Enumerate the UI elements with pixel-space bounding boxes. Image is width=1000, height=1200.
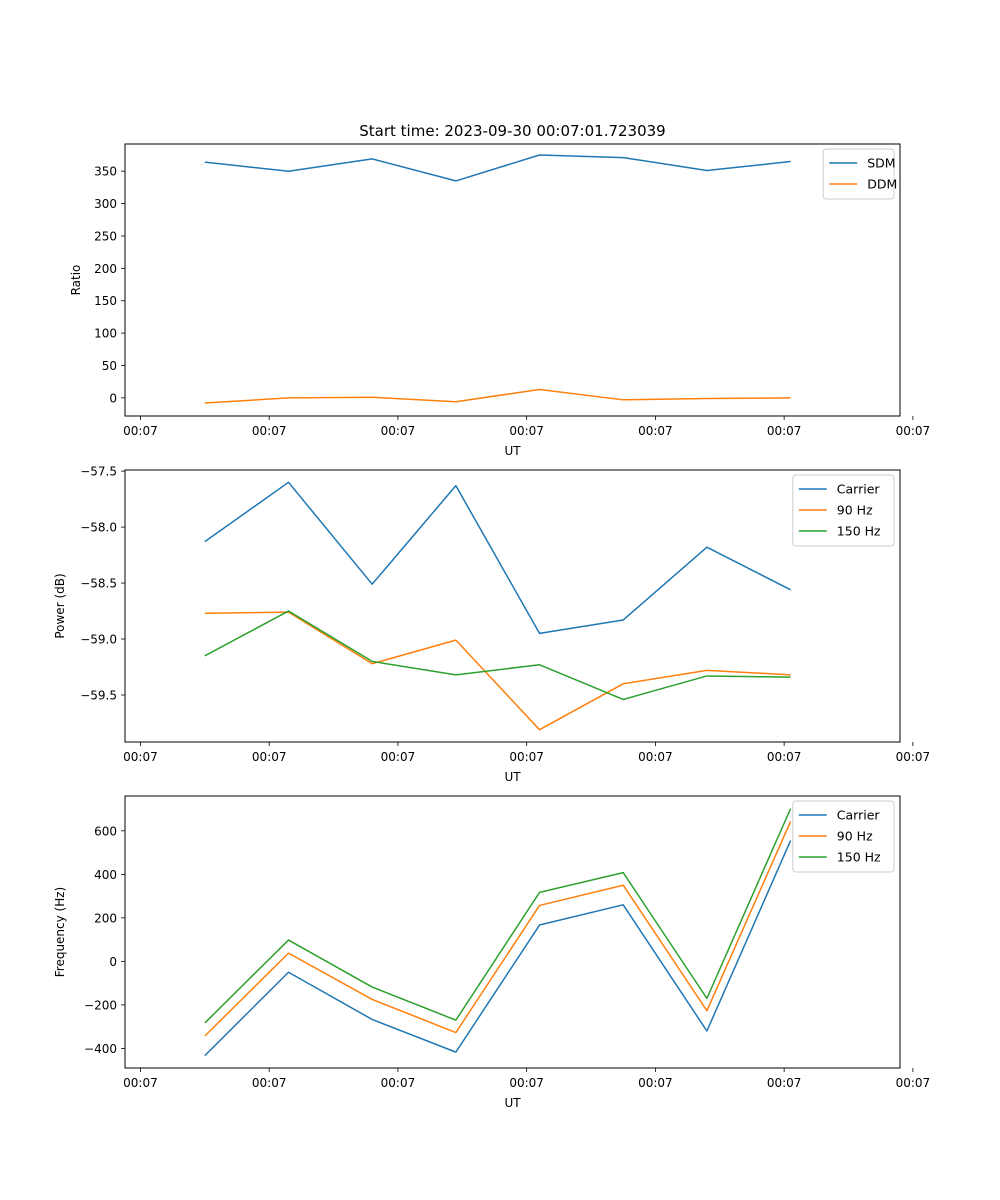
series-line-carrier xyxy=(204,840,792,1057)
legend: SDM DDM xyxy=(822,148,897,200)
y-tick-label: 0 xyxy=(109,391,117,405)
y-tick-label: 0 xyxy=(109,955,117,969)
y-tick-label: −59.0 xyxy=(80,633,117,647)
subplots: 00:0700:0700:0700:0700:0700:0700:0700:08… xyxy=(53,143,931,1110)
figure-title: Start time: 2023-09-30 00:07:01.723039 xyxy=(359,122,665,140)
legend: Carrier 90 Hz 150 Hz xyxy=(792,800,895,873)
series-line-150-hz xyxy=(204,610,791,701)
legend-label: DDM xyxy=(867,177,897,192)
subplot-1: 00:0700:0700:0700:0700:0700:0700:0700:08… xyxy=(69,143,931,458)
y-tick-label: −57.5 xyxy=(80,465,117,479)
series-line-ddm xyxy=(204,388,791,404)
x-tick-label: 00:07 xyxy=(123,750,158,764)
x-tick-label: 00:07 xyxy=(252,1076,287,1090)
subplot-3: 00:0700:0700:0700:0700:0700:0700:0700:08… xyxy=(53,795,931,1110)
x-tick-label: 00:07 xyxy=(381,750,416,764)
x-tick-label: 00:07 xyxy=(123,1076,158,1090)
y-tick-label: −58.0 xyxy=(80,521,117,535)
y-tick-label: −59.5 xyxy=(80,688,117,702)
y-tick-label: 400 xyxy=(94,868,117,882)
legend-box xyxy=(792,474,895,547)
legend-label: 90 Hz xyxy=(837,829,873,844)
y-tick-label: 200 xyxy=(94,262,117,276)
legend-box xyxy=(792,800,895,873)
y-axis-label: Frequency (Hz) xyxy=(53,887,67,978)
x-tick-label: 00:07 xyxy=(252,424,287,438)
x-tick-label: 00:07 xyxy=(638,1076,673,1090)
legend-box xyxy=(822,148,895,200)
x-tick-label: 00:07 xyxy=(252,750,287,764)
x-axis-label: UT xyxy=(504,444,521,458)
y-axis-label: Ratio xyxy=(69,265,83,296)
y-tick-label: 250 xyxy=(94,229,117,243)
legend-label: Carrier xyxy=(837,482,881,497)
y-tick-label: 100 xyxy=(94,327,117,341)
series-line-sdm xyxy=(204,154,791,182)
y-tick-label: 600 xyxy=(94,824,117,838)
series-line-carrier xyxy=(204,481,791,635)
y-tick-label: 300 xyxy=(94,197,117,211)
axes-frame xyxy=(124,469,901,743)
legend-label: SDM xyxy=(867,156,895,171)
axes-frame xyxy=(124,795,901,1069)
x-tick-label: 00:07 xyxy=(381,424,416,438)
y-tick-label: −400 xyxy=(84,1042,117,1056)
x-tick-label: 00:07 xyxy=(509,424,544,438)
x-tick-label: 00:07 xyxy=(638,424,673,438)
x-tick-label: 00:07 xyxy=(767,1076,802,1090)
legend-label: 150 Hz xyxy=(837,850,881,865)
x-tick-label: 00:07 xyxy=(896,1076,931,1090)
y-axis-label: Power (dB) xyxy=(53,573,67,638)
x-tick-label: 00:07 xyxy=(896,424,931,438)
x-tick-label: 00:07 xyxy=(767,424,802,438)
legend: Carrier 90 Hz 150 Hz xyxy=(792,474,895,547)
y-tick-label: 150 xyxy=(94,294,117,308)
y-tick-label: 200 xyxy=(94,911,117,925)
x-tick-label: 00:07 xyxy=(123,424,158,438)
y-tick-label: 50 xyxy=(102,359,117,373)
axes-frame xyxy=(124,143,901,417)
x-tick-label: 00:07 xyxy=(381,1076,416,1090)
series-line-90-hz xyxy=(204,611,791,731)
legend-label: Carrier xyxy=(837,808,881,823)
legend-label: 150 Hz xyxy=(837,524,881,539)
series-line-90-hz xyxy=(204,821,792,1037)
legend-label: 90 Hz xyxy=(837,503,873,518)
y-tick-label: −200 xyxy=(84,998,117,1012)
x-tick-label: 00:07 xyxy=(767,750,802,764)
x-tick-label: 00:07 xyxy=(896,750,931,764)
x-axis-label: UT xyxy=(504,1096,521,1110)
subplot-2: 00:0700:0700:0700:0700:0700:0700:0700:08… xyxy=(53,465,931,784)
y-tick-label: 350 xyxy=(94,165,117,179)
x-tick-label: 00:07 xyxy=(638,750,673,764)
x-tick-label: 00:07 xyxy=(509,750,544,764)
x-tick-label: 00:07 xyxy=(509,1076,544,1090)
y-tick-label: −58.5 xyxy=(80,577,117,591)
x-axis-label: UT xyxy=(504,770,521,784)
series-line-150-hz xyxy=(204,808,792,1024)
